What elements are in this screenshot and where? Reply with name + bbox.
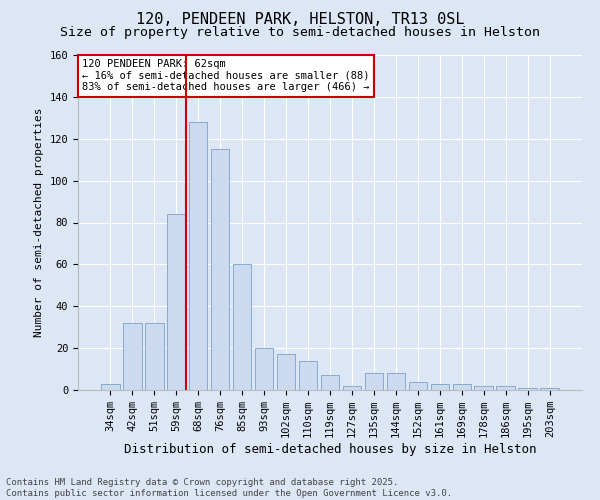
Text: 120, PENDEEN PARK, HELSTON, TR13 0SL: 120, PENDEEN PARK, HELSTON, TR13 0SL (136, 12, 464, 28)
Y-axis label: Number of semi-detached properties: Number of semi-detached properties (34, 108, 44, 337)
Bar (518, 388, 537, 390)
Text: Size of property relative to semi-detached houses in Helston: Size of property relative to semi-detach… (60, 26, 540, 39)
Text: Contains HM Land Registry data © Crown copyright and database right 2025.
Contai: Contains HM Land Registry data © Crown c… (6, 478, 452, 498)
Bar (541, 388, 559, 390)
Bar (320, 376, 340, 390)
Bar (101, 384, 119, 390)
Bar (167, 214, 185, 390)
Bar (343, 386, 361, 390)
Bar (277, 354, 295, 390)
Bar (365, 373, 383, 390)
Bar (452, 384, 471, 390)
Bar (233, 264, 251, 390)
X-axis label: Distribution of semi-detached houses by size in Helston: Distribution of semi-detached houses by … (124, 443, 536, 456)
Text: 120 PENDEEN PARK: 62sqm
← 16% of semi-detached houses are smaller (88)
83% of se: 120 PENDEEN PARK: 62sqm ← 16% of semi-de… (82, 59, 370, 92)
Bar (431, 384, 449, 390)
Bar (211, 149, 229, 390)
Bar (386, 373, 405, 390)
Bar (123, 323, 142, 390)
Bar (255, 348, 274, 390)
Bar (145, 323, 164, 390)
Bar (409, 382, 427, 390)
Bar (299, 360, 317, 390)
Bar (496, 386, 515, 390)
Bar (189, 122, 208, 390)
Bar (475, 386, 493, 390)
